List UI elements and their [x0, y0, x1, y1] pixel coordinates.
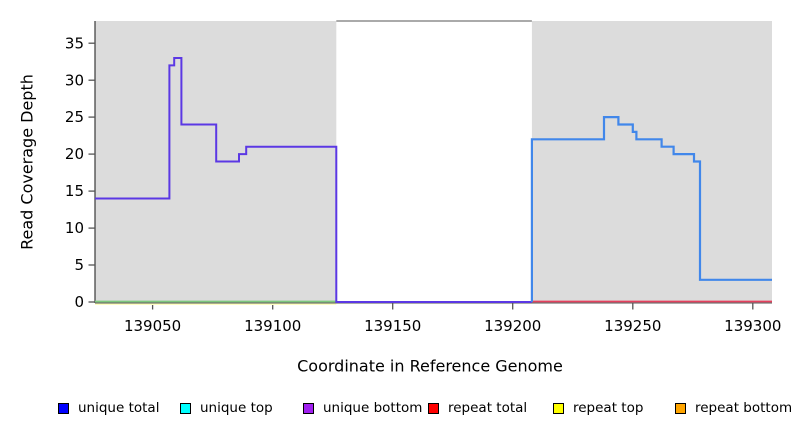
legend-item-repeat-bottom: repeat bottom	[675, 400, 792, 416]
legend-label: repeat bottom	[695, 400, 792, 416]
masked-region-right	[531, 21, 772, 303]
x-axis-title: Coordinate in Reference Genome	[297, 356, 563, 376]
y-tick-label: 20	[65, 145, 84, 163]
legend-label: repeat top	[573, 400, 644, 416]
y-tick-label: 35	[65, 34, 84, 52]
x-tick-label: 139100	[244, 317, 301, 335]
y-tick-label: 25	[65, 108, 84, 126]
y-tick-label: 30	[65, 71, 84, 89]
y-tick-label: 5	[74, 256, 84, 274]
unique-top-swatch-icon	[180, 402, 191, 414]
x-tick-label: 139250	[604, 317, 661, 335]
y-tick-label: 0	[74, 293, 84, 311]
legend-item-unique-total: unique total	[58, 400, 159, 416]
legend-label: repeat total	[448, 400, 528, 416]
repeat-bottom-swatch-icon	[675, 402, 686, 414]
legend-item-unique-top: unique top	[180, 400, 273, 416]
legend-label: unique total	[78, 400, 160, 416]
series-unique-bottom-coverage	[95, 57, 532, 303]
x-tick-label: 139200	[484, 317, 541, 335]
x-tick-label: 139150	[364, 317, 421, 335]
unique-total-swatch-icon	[58, 402, 69, 414]
repeat-top-swatch-icon	[553, 402, 564, 414]
x-tick-label: 139300	[724, 317, 781, 335]
legend-label: unique bottom	[323, 400, 423, 416]
series-unique-total-coverage	[530, 116, 772, 302]
y-axis-title: Read Coverage Depth	[17, 74, 37, 250]
unique-bottom-swatch-icon	[303, 402, 314, 414]
legend: unique total unique top unique bottom re…	[0, 400, 792, 420]
legend-label: unique top	[200, 400, 273, 416]
repeat-total-swatch-icon	[428, 402, 439, 414]
legend-item-repeat-top: repeat top	[553, 400, 643, 416]
y-tick-label: 10	[65, 219, 84, 237]
legend-item-repeat-total: repeat total	[428, 400, 527, 416]
x-tick-label: 139050	[124, 317, 181, 335]
y-tick-label: 15	[65, 182, 84, 200]
legend-item-unique-bottom: unique bottom	[303, 400, 422, 416]
